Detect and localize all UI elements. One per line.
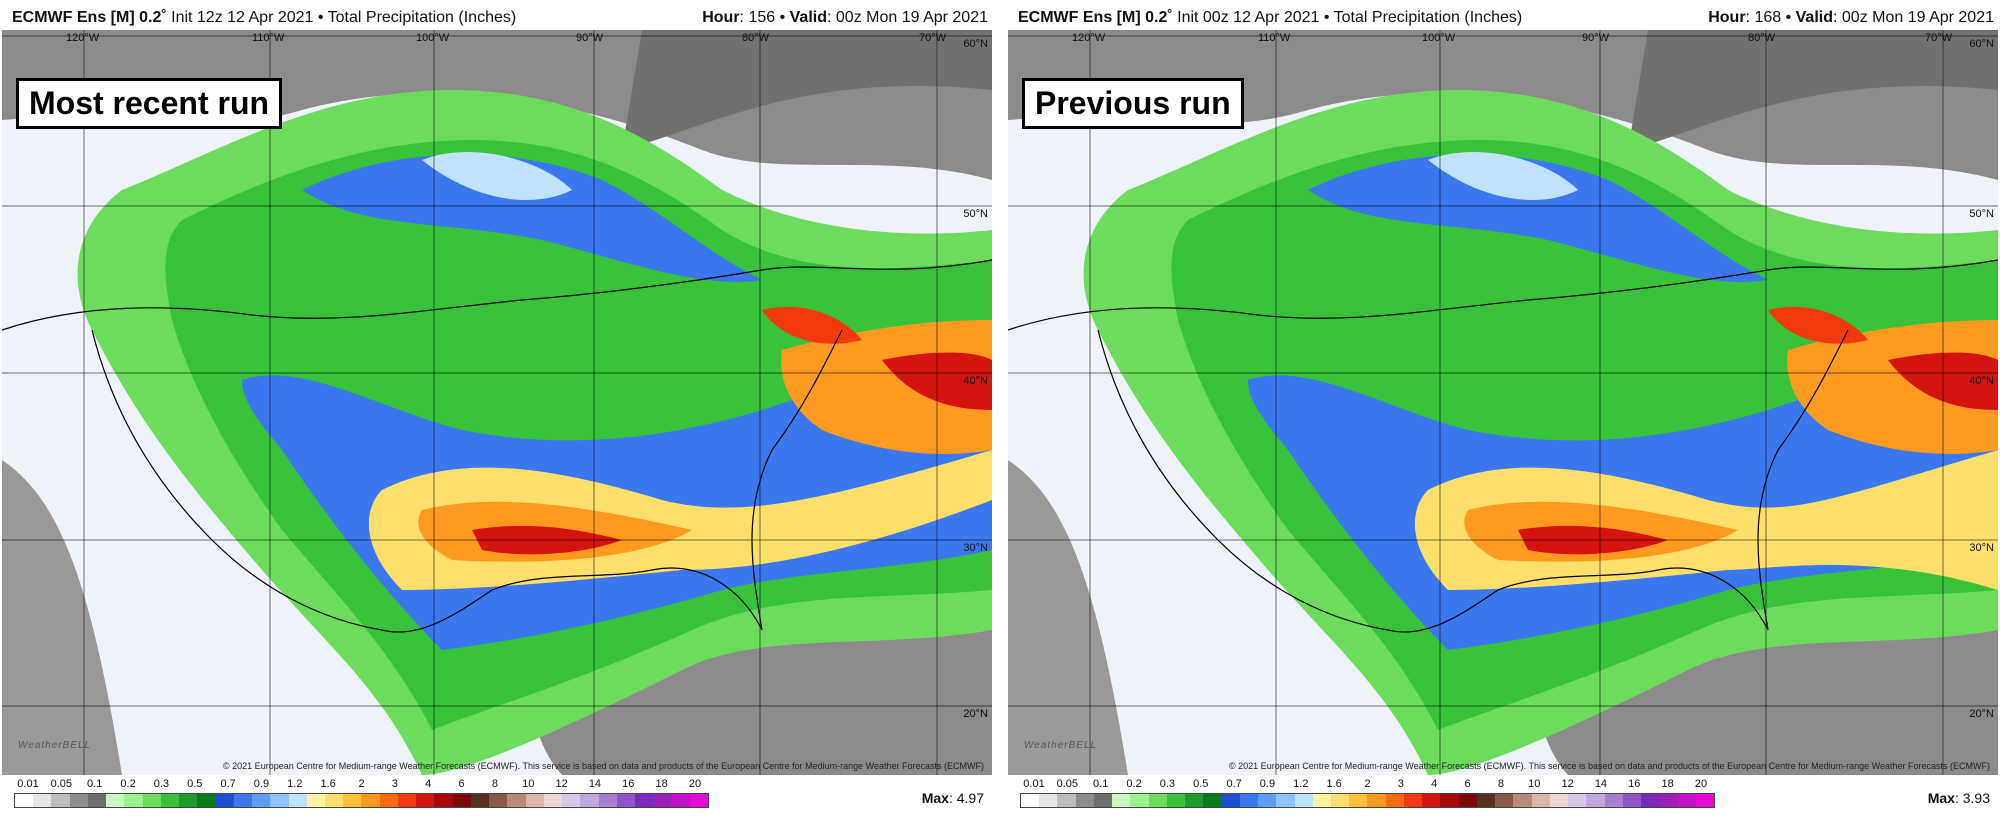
latitude-label: 40°N xyxy=(1969,375,1994,387)
weatherbell-logo: WeatherBELL xyxy=(1024,740,1098,751)
legend-tick-label: 12 xyxy=(1561,778,1574,790)
longitude-label: 120°W xyxy=(66,32,100,44)
precip-legend: 0.01 0.05 0.1 0.2 0.3 0.5 0.7 0.9 1.2 1.6 2 3 4 6 8 10 1… xyxy=(1020,778,1715,808)
forecast-hour: : 156 xyxy=(739,9,776,26)
legend-tick-label: 0.3 xyxy=(1159,778,1176,790)
legend-tick-label: 0.7 xyxy=(1226,778,1242,790)
init-time: Init 00z 12 Apr 2021 xyxy=(1172,9,1320,26)
legend-tick-label: 0.5 xyxy=(1193,778,1209,790)
latitude-label: 50°N xyxy=(963,208,988,220)
latitude-label: 30°N xyxy=(1969,542,1994,554)
longitude-label: 110°W xyxy=(1258,32,1291,44)
legend-color-bar xyxy=(1020,793,1715,808)
latitude-label: 30°N xyxy=(963,542,988,554)
latitude-label: 50°N xyxy=(1969,208,1994,220)
legend-tick-label: 8 xyxy=(1497,778,1504,790)
legend-tick-label: 0.1 xyxy=(1093,778,1109,790)
latitude-label: 20°N xyxy=(1969,708,1994,720)
latitude-label: 40°N xyxy=(963,375,988,387)
valid-time: : 00z Mon 19 Apr 2021 xyxy=(1833,9,1994,26)
precip-shading xyxy=(2,30,992,775)
legend-tick-label: 0.1 xyxy=(87,778,103,790)
panel-header: ECMWF Ens [M] 0.2˚ Init 12z 12 Apr 2021 … xyxy=(12,9,988,26)
forecast-hour: : 168 xyxy=(1745,9,1782,26)
weatherbell-logo: WeatherBELL xyxy=(18,740,92,751)
legend-tick-label: 1.6 xyxy=(320,778,336,790)
precip-map: 120°W 110°W 100°W 90°W 80°W 70°W 60°N 50°N 40°N 3… xyxy=(2,30,992,775)
legend-tick-label: 16 xyxy=(1628,778,1641,790)
legend-tick-label: 0.05 xyxy=(1056,778,1079,790)
longitude-label: 90°W xyxy=(576,32,604,44)
longitude-label: 100°W xyxy=(416,32,450,44)
legend-tick-label: 0.2 xyxy=(1126,778,1142,790)
valid-time: : 00z Mon 19 Apr 2021 xyxy=(827,9,988,26)
legend-tick-label: 0.01 xyxy=(17,778,39,790)
legend-tick-label: 0.5 xyxy=(187,778,203,790)
valid-label: Valid xyxy=(789,9,827,26)
panel-previous-run: ECMWF Ens [M] 0.2˚ Init 00z 12 Apr 2021 … xyxy=(1006,0,2000,817)
longitude-label: 90°W xyxy=(1582,32,1610,44)
legend-tick-label: 4 xyxy=(425,778,432,790)
legend-tick-label: 8 xyxy=(491,778,498,790)
legend-tick-label: 0.7 xyxy=(220,778,236,790)
legend-tick-label: 3 xyxy=(1397,778,1404,790)
legend-tick-label: 20 xyxy=(688,778,702,790)
precip-shading xyxy=(1008,30,1998,775)
run-label: Most recent run xyxy=(16,78,283,129)
copyright-notice: © 2021 European Centre for Medium-range … xyxy=(1229,761,1990,771)
longitude-label: 120°W xyxy=(1072,32,1106,44)
panel-most-recent-run: ECMWF Ens [M] 0.2˚ Init 12z 12 Apr 2021 … xyxy=(0,0,994,817)
panel-header: ECMWF Ens [M] 0.2˚ Init 00z 12 Apr 2021 … xyxy=(1018,9,1994,26)
legend-tick-label: 1.2 xyxy=(287,778,303,790)
precip-map: 120°W 110°W 100°W 90°W 80°W 70°W 60°N 50°N 40°N 3… xyxy=(1008,30,1998,775)
legend-tick-label: 3 xyxy=(391,778,398,790)
legend-tick-label: 18 xyxy=(655,778,668,790)
copyright-notice: © 2021 European Centre for Medium-range … xyxy=(223,761,984,771)
longitude-label: 110°W xyxy=(252,32,285,44)
legend-tick-label: 0.9 xyxy=(1259,778,1276,790)
legend-tick-label: 6 xyxy=(1464,778,1471,790)
legend-tick-label: 14 xyxy=(1594,778,1608,790)
legend-tick-label: 10 xyxy=(522,778,535,790)
run-label: Previous run xyxy=(1022,78,1244,129)
longitude-label: 100°W xyxy=(1422,32,1456,44)
legend-tick-label: 1.6 xyxy=(1326,778,1342,790)
max-value: Max: 3.93 xyxy=(1927,790,1990,806)
longitude-label: 70°W xyxy=(919,32,947,44)
legend-tick-label: 0.3 xyxy=(153,778,170,790)
longitude-label: 80°W xyxy=(742,32,770,44)
longitude-label: 70°W xyxy=(1925,32,1953,44)
legend-tick-label: 16 xyxy=(622,778,635,790)
model-name: ECMWF Ens [M] 0.2˚ xyxy=(12,9,167,26)
legend-tick-label: 1.2 xyxy=(1293,778,1309,790)
model-name: ECMWF Ens [M] 0.2˚ xyxy=(1018,9,1173,26)
legend-tick-label: 0.05 xyxy=(50,778,73,790)
latitude-label: 60°N xyxy=(963,38,988,50)
legend-tick-label: 2 xyxy=(1364,778,1371,790)
latitude-label: 60°N xyxy=(1969,38,1994,50)
max-value: Max: 4.97 xyxy=(921,790,984,806)
legend-tick-label: 0.9 xyxy=(253,778,270,790)
latitude-label: 20°N xyxy=(963,708,988,720)
valid-label: Valid xyxy=(1795,9,1833,26)
legend-tick-label: 14 xyxy=(588,778,602,790)
field-name: • Total Precipitation (Inches) xyxy=(1319,9,1523,26)
legend-tick-label: 4 xyxy=(1431,778,1438,790)
legend-tick-label: 20 xyxy=(1694,778,1708,790)
legend-tick-label: 0.2 xyxy=(120,778,136,790)
legend-tick-label: 2 xyxy=(358,778,365,790)
hour-label: Hour xyxy=(1708,9,1746,26)
legend-tick-label: 6 xyxy=(458,778,465,790)
legend-tick-label: 10 xyxy=(1528,778,1541,790)
field-name: • Total Precipitation (Inches) xyxy=(313,9,517,26)
legend-color-bar xyxy=(14,793,709,808)
hour-label: Hour xyxy=(702,9,740,26)
longitude-label: 80°W xyxy=(1748,32,1776,44)
legend-tick-label: 18 xyxy=(1661,778,1674,790)
legend-tick-label: 0.01 xyxy=(1023,778,1045,790)
precip-legend: 0.01 0.05 0.1 0.2 0.3 0.5 0.7 0.9 1.2 1.6 2 3 4 6 8 10 1… xyxy=(14,778,709,808)
legend-tick-label: 12 xyxy=(555,778,568,790)
init-time: Init 12z 12 Apr 2021 xyxy=(166,9,314,26)
